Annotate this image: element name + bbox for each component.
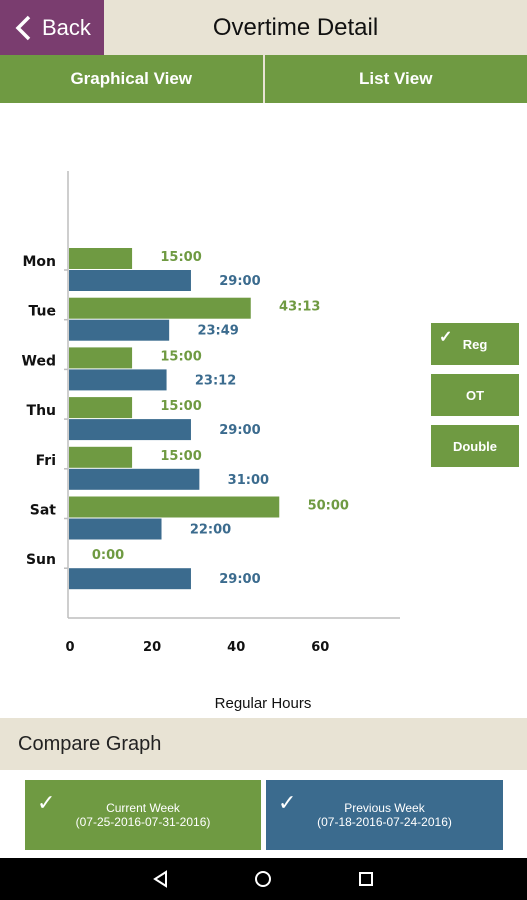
- value-label-current-sun: 0:00: [92, 548, 124, 563]
- page-title: Overtime Detail: [212, 13, 379, 41]
- x-tick-label-60: 60: [311, 640, 329, 655]
- value-label-previous-tue: 23:49: [197, 324, 238, 339]
- bar-current-thu: [69, 397, 133, 419]
- overtime-chart: Mon 15:00 29:00 Tue 43:13 23:49 Wed 15:00 23:12 T…: [0, 103, 527, 718]
- value-label-current-sat: 50:00: [308, 499, 349, 514]
- system-nav-bar: [0, 858, 527, 900]
- legend-double-button[interactable]: Double: [431, 425, 519, 467]
- previous-week-button[interactable]: ✓ Previous Week (07-18-2016-07-24-2016): [266, 780, 503, 850]
- x-tick-label-0: 0: [65, 640, 74, 655]
- home-circle-icon[interactable]: [248, 864, 278, 894]
- chevron-left-icon: [15, 15, 31, 40]
- bar-previous-thu: [69, 419, 191, 441]
- day-label-fri: Fri: [36, 453, 56, 469]
- value-label-previous-thu: 29:00: [219, 423, 260, 438]
- day-label-mon: Mon: [22, 254, 56, 270]
- day-label-sun: Sun: [26, 552, 56, 568]
- previous-week-range: (07-18-2016-07-24-2016): [317, 815, 452, 829]
- day-label-wed: Wed: [22, 353, 56, 369]
- legend-reg-button[interactable]: ✓ Reg: [431, 323, 519, 365]
- value-label-current-fri: 15:00: [160, 449, 201, 464]
- bar-current-wed: [69, 347, 133, 369]
- value-label-previous-sun: 29:00: [219, 572, 260, 587]
- back-button-label: Back: [42, 14, 91, 40]
- back-button[interactable]: Back: [0, 0, 104, 55]
- x-axis-label: Regular Hours: [215, 695, 312, 712]
- legend-double-label: Double: [452, 438, 498, 454]
- value-label-previous-wed: 23:12: [195, 373, 236, 388]
- chart-svg: Mon 15:00 29:00 Tue 43:13 23:49 Wed 15:00 23:12 T…: [22, 171, 400, 712]
- current-week-range: (07-25-2016-07-31-2016): [75, 815, 211, 829]
- value-label-previous-fri: 31:00: [228, 473, 269, 488]
- current-week-button[interactable]: ✓ Current Week (07-25-2016-07-31-2016): [25, 780, 261, 850]
- top-bar: Back Overtime Detail: [0, 0, 527, 55]
- x-tick-label-40: 40: [227, 640, 245, 655]
- tab-graphical-view[interactable]: Graphical View: [0, 55, 263, 103]
- bar-previous-tue: [69, 319, 170, 341]
- bar-current-tue: [69, 297, 251, 319]
- value-label-current-tue: 43:13: [279, 300, 320, 315]
- check-icon: ✓: [37, 790, 56, 815]
- value-label-current-mon: 15:00: [160, 250, 201, 265]
- value-label-previous-mon: 29:00: [219, 274, 260, 289]
- day-label-tue: Tue: [29, 304, 56, 320]
- bar-previous-sun: [69, 568, 191, 590]
- check-icon: ✓: [439, 329, 453, 346]
- tab-list-view[interactable]: List View: [262, 55, 527, 103]
- bar-previous-wed: [69, 369, 167, 391]
- compare-graph-header: Compare Graph: [0, 718, 527, 770]
- day-label-thu: Thu: [27, 403, 56, 419]
- view-tabs: Graphical View List View: [0, 55, 527, 103]
- previous-week-label: Previous Week: [344, 801, 425, 815]
- bar-current-mon: [69, 248, 133, 269]
- value-label-previous-sat: 22:00: [190, 523, 231, 538]
- value-label-current-wed: 15:00: [160, 349, 201, 364]
- day-label-sat: Sat: [30, 503, 57, 519]
- compare-graph-title: Compare Graph: [18, 732, 162, 755]
- back-triangle-icon[interactable]: [146, 864, 176, 894]
- legend-ot-button[interactable]: OT: [431, 374, 519, 416]
- current-week-label: Current Week: [106, 801, 180, 815]
- bar-previous-fri: [69, 468, 200, 490]
- bar-current-sat: [69, 496, 280, 518]
- recents-square-icon[interactable]: [351, 864, 381, 894]
- legend-ot-label: OT: [465, 387, 485, 403]
- bar-previous-mon: [69, 270, 191, 291]
- check-icon: ✓: [278, 790, 297, 815]
- x-tick-label-20: 20: [143, 640, 161, 655]
- bar-current-fri: [69, 446, 133, 468]
- bar-previous-sat: [69, 518, 162, 540]
- legend-reg-label: Reg: [462, 336, 488, 352]
- value-label-current-thu: 15:00: [160, 399, 201, 414]
